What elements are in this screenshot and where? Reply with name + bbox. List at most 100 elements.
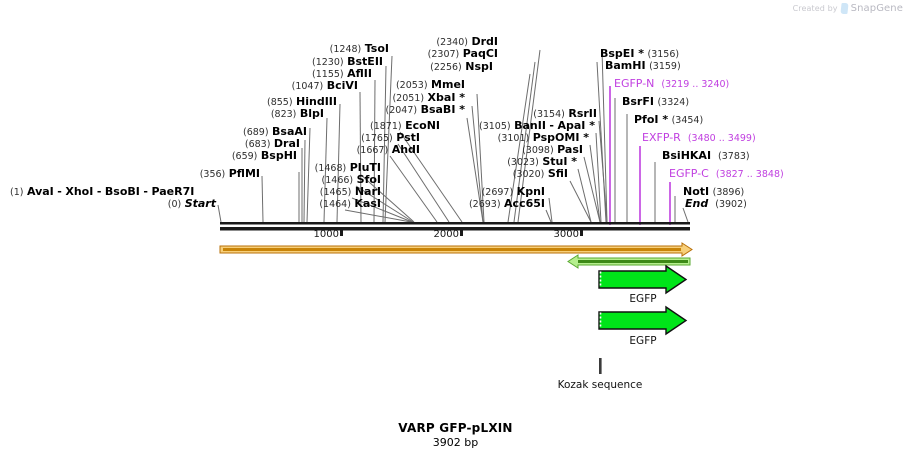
- site-label-pfoi[interactable]: PfoI * (3454): [634, 114, 703, 126]
- name-separator: -: [143, 185, 148, 198]
- site-label-acc65i[interactable]: (2693) Acc65I: [469, 198, 545, 210]
- site-label-bsihkai[interactable]: BsiHKAI (3783): [662, 150, 750, 162]
- enzyme-name-bamhi: BamHI: [605, 59, 646, 72]
- enzyme-name-sfoi: SfoI: [356, 173, 381, 186]
- enzyme-name-drdi: DrdI: [471, 35, 498, 48]
- site-label-drai[interactable]: (683) DraI: [245, 138, 300, 150]
- enzyme-name-kpni: KpnI: [516, 185, 545, 198]
- enzyme-name-apai: ApaI *: [557, 119, 596, 132]
- site-position: (1667): [356, 145, 389, 156]
- enzyme-name-bcivi: BciVI: [326, 79, 358, 92]
- name-separator: -: [57, 185, 62, 198]
- site-label-bsabi[interactable]: (2047) BsaBI *: [385, 104, 465, 116]
- site-position: (1): [10, 187, 24, 198]
- enzyme-name-pfoi: PfoI *: [634, 113, 669, 126]
- feature-label-egfp-c[interactable]: EGFP-C (3827 .. 3848): [669, 168, 784, 180]
- site-label-blpi[interactable]: (823) BlpI: [271, 108, 324, 120]
- site-label-banii-group[interactable]: (3105) BanII - ApaI *: [479, 120, 595, 132]
- site-label-kpni[interactable]: (2697) KpnI: [482, 186, 545, 198]
- enzyme-name-pspomi: PspOMI *: [532, 131, 589, 144]
- site-label-rsrii[interactable]: (3154) RsrII: [533, 108, 597, 120]
- site-label-bsrfi[interactable]: BsrFI (3324): [622, 96, 689, 108]
- site-label-hindiii[interactable]: (855) HindIII: [267, 96, 337, 108]
- site-label-econi[interactable]: (1871) EcoNI: [370, 120, 440, 132]
- enzyme-name-pflmi: PflMI: [228, 167, 260, 180]
- enzyme-name-aflii: AflII: [347, 67, 372, 80]
- feature-name-start: Start: [184, 197, 216, 210]
- site-label-pflmi[interactable]: (356) PflMI: [200, 168, 260, 180]
- site-label-psti[interactable]: (1765) PstI: [361, 132, 420, 144]
- site-label-stui[interactable]: (3023) StuI *: [507, 156, 577, 168]
- site-position: (689): [242, 127, 269, 138]
- site-position: (1468): [314, 163, 347, 174]
- site-label-ahdi[interactable]: (1667) AhdI: [357, 144, 420, 156]
- site-label-mmei[interactable]: (2053) MmeI: [396, 79, 465, 91]
- site-position: (2047): [385, 105, 418, 116]
- name-separator: -: [96, 185, 102, 198]
- watermark-created-by: Created by: [792, 4, 838, 13]
- site-label-tsoi[interactable]: (1248) TsoI: [330, 43, 389, 55]
- site-position: (1248): [329, 44, 362, 55]
- site-label-bamhi[interactable]: BamHI (3159): [605, 60, 681, 72]
- enzyme-name-paer7i: PaeR7I: [151, 185, 195, 198]
- ruler-tick-3000: 3000: [553, 229, 579, 240]
- ruler-tick-1000: 1000: [313, 229, 339, 240]
- enzyme-name-hindiii: HindIII: [296, 95, 337, 108]
- kozak-sequence-marker[interactable]: [599, 358, 602, 374]
- site-label-nari[interactable]: (1465) NarI: [320, 186, 381, 198]
- enzyme-name-xbai: XbaI *: [427, 91, 465, 104]
- enzyme-name-blpi: BlpI: [299, 107, 324, 120]
- site-position: (3783): [718, 151, 750, 162]
- site-label-pasi[interactable]: (3098) PasI: [522, 144, 583, 156]
- site-position: (823): [270, 109, 297, 120]
- site-label-pluti[interactable]: (1468) PluTI: [315, 162, 381, 174]
- plasmid-size: 3902 bp: [432, 436, 479, 449]
- site-label-avai-group[interactable]: (1) AvaI - XhoI - BsoBI - PaeR7I: [10, 186, 194, 198]
- egfp-arrow-2[interactable]: [598, 305, 688, 336]
- feature-caption-egfp-1: EGFP: [629, 293, 657, 305]
- site-label-xbai[interactable]: (2051) XbaI *: [392, 92, 465, 104]
- site-label-sfoi[interactable]: (1466) SfoI: [322, 174, 381, 186]
- site-label-pspomi[interactable]: (3101) PspOMI *: [498, 132, 589, 144]
- feature-label-exfp-r[interactable]: EXFP-R (3480 .. 3499): [642, 132, 756, 144]
- enzyme-name-sfii: SfiI: [547, 167, 568, 180]
- site-position: (3023): [507, 157, 539, 168]
- site-label-noti[interactable]: NotI (3896): [683, 186, 744, 198]
- site-label-bspei[interactable]: BspEI * (3156): [600, 48, 679, 60]
- site-label-bsaai[interactable]: (689) BsaAI: [243, 126, 307, 138]
- site-position: (2697): [481, 187, 514, 198]
- feature-label-egfp-n[interactable]: EGFP-N (3219 .. 3240): [614, 78, 729, 90]
- enzyme-name-bsabi: BsaBI *: [420, 103, 465, 116]
- site-label-bcivi[interactable]: (1047) BciVI: [292, 80, 358, 92]
- enzyme-name-mmei: MmeI: [431, 78, 465, 91]
- egfp-arrow-1[interactable]: [598, 264, 688, 295]
- enzyme-name-stui: StuI *: [542, 155, 577, 168]
- site-label-aflii[interactable]: (1155) AflII: [312, 68, 372, 80]
- enzyme-name-bsihkai: BsiHKAI: [662, 149, 712, 162]
- site-position: (2340): [436, 37, 468, 48]
- site-label-drdi[interactable]: (2340) DrdI: [436, 36, 498, 48]
- enzyme-name-bsphi: BspHI: [260, 149, 297, 162]
- site-position: (3020): [512, 169, 545, 180]
- enzyme-name-bsaai: BsaAI: [272, 125, 307, 138]
- feature-caption-kozak: Kozak sequence: [557, 379, 643, 391]
- site-label-nspi[interactable]: (2256) NspI: [430, 61, 493, 73]
- enzyme-name-pluti: PluTI: [349, 161, 381, 174]
- site-position: (3159): [649, 61, 681, 72]
- site-position: (3098): [522, 145, 554, 156]
- site-position: (3154): [533, 109, 565, 120]
- ruler-ticks: [340, 227, 583, 236]
- site-position: (2693): [468, 199, 501, 210]
- orange-feature-arrow[interactable]: [219, 242, 693, 257]
- site-label-end[interactable]: End (3902): [685, 198, 747, 210]
- enzyme-name-noti: NotI: [683, 185, 710, 198]
- site-label-start[interactable]: (0) Start: [168, 198, 216, 210]
- site-position: (1465): [319, 187, 352, 198]
- site-label-sfii[interactable]: (3020) SfiI: [513, 168, 568, 180]
- site-label-paqci[interactable]: (2307) PaqCI: [428, 48, 498, 60]
- site-position: (0): [167, 199, 182, 210]
- site-label-kasi[interactable]: (1464) KasI: [319, 198, 381, 210]
- lightgreen-feature-arrow[interactable]: [567, 254, 691, 269]
- site-label-bsphi[interactable]: (659) BspHI: [232, 150, 297, 162]
- site-label-bsteii[interactable]: (1230) BstEII: [312, 56, 383, 68]
